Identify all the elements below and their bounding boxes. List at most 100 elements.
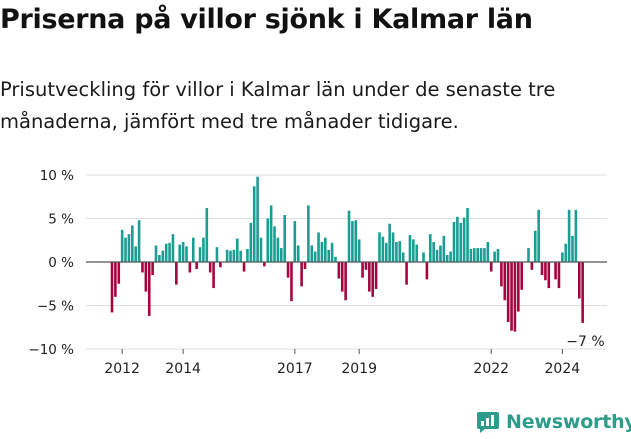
bar xyxy=(564,243,568,262)
bar xyxy=(283,215,286,262)
bar xyxy=(290,262,293,302)
bar xyxy=(215,247,219,262)
bar xyxy=(337,262,341,279)
bar xyxy=(449,251,452,262)
bar xyxy=(259,237,263,262)
bar xyxy=(456,216,459,262)
bar xyxy=(462,217,466,262)
bar xyxy=(391,232,395,262)
bar xyxy=(249,222,253,262)
bar xyxy=(506,262,510,323)
bar xyxy=(117,262,121,284)
bar xyxy=(286,262,290,278)
bar xyxy=(188,262,192,273)
bar xyxy=(293,221,297,262)
bar xyxy=(415,244,419,262)
bar xyxy=(544,262,547,281)
bar xyxy=(347,210,351,262)
bar xyxy=(577,262,581,299)
x-tick-label: 2019 xyxy=(341,361,377,377)
bar xyxy=(371,262,375,297)
bar xyxy=(313,251,317,262)
axis-labels: 10 % 5 % 0 % −5 % −10 % 2012 2014 2017 2019 2022 2… xyxy=(28,168,580,377)
bar xyxy=(266,218,270,262)
bar xyxy=(124,237,127,262)
bar xyxy=(435,249,439,262)
bar xyxy=(537,209,540,262)
bar xyxy=(571,235,574,262)
bar xyxy=(364,262,368,270)
bar xyxy=(517,262,520,312)
bar xyxy=(422,252,425,262)
bar xyxy=(486,241,490,262)
bar xyxy=(425,262,429,280)
bar xyxy=(489,262,493,272)
bar xyxy=(280,248,283,262)
bar xyxy=(235,238,239,262)
bar xyxy=(527,248,530,262)
bar xyxy=(205,208,209,262)
bar xyxy=(191,237,195,262)
bar xyxy=(256,176,259,262)
last-value-label: −7 % xyxy=(566,334,604,350)
bar xyxy=(158,255,161,262)
bar xyxy=(567,209,571,262)
bar xyxy=(219,262,222,268)
bar xyxy=(198,247,202,262)
bar xyxy=(520,262,524,290)
bar xyxy=(127,234,131,262)
bar xyxy=(225,249,229,262)
bar xyxy=(378,232,381,262)
bar xyxy=(408,235,412,262)
bar xyxy=(432,241,435,262)
bar xyxy=(154,245,158,262)
bar xyxy=(175,262,178,285)
bar xyxy=(171,234,175,262)
bar xyxy=(151,262,154,276)
bar xyxy=(208,262,212,273)
bar xyxy=(428,234,432,262)
bar xyxy=(561,252,564,262)
bar xyxy=(303,262,307,269)
bar xyxy=(276,237,280,262)
chart-subtitle: Prisutveckling för villor i Kalmar län u… xyxy=(0,78,556,133)
bar xyxy=(439,245,442,262)
bar xyxy=(334,256,337,262)
bar xyxy=(483,248,486,262)
bar xyxy=(500,262,503,287)
annotations: −7 % xyxy=(566,334,604,350)
bar xyxy=(131,225,134,262)
bar xyxy=(368,262,371,292)
bar xyxy=(384,242,388,262)
bar xyxy=(212,262,215,289)
brand-name: Newsworthy xyxy=(506,411,631,433)
bar xyxy=(381,236,385,262)
bar xyxy=(178,244,182,262)
bar xyxy=(395,241,398,262)
bar xyxy=(263,262,266,267)
bar xyxy=(547,262,551,289)
bar xyxy=(137,220,141,262)
bar xyxy=(412,239,415,262)
bar xyxy=(269,205,273,262)
bar xyxy=(574,209,578,262)
bar xyxy=(185,246,188,262)
bar xyxy=(273,226,276,262)
bar xyxy=(351,221,354,262)
bar xyxy=(181,241,185,262)
bar xyxy=(530,262,534,270)
bar xyxy=(496,248,500,262)
bar xyxy=(242,262,246,272)
bar xyxy=(144,262,148,292)
bar xyxy=(147,262,151,316)
bar xyxy=(134,246,137,262)
newsworthy-logo-icon xyxy=(477,412,499,433)
bar xyxy=(252,186,256,262)
bar xyxy=(317,232,320,262)
bar xyxy=(361,262,364,278)
bar xyxy=(388,223,391,262)
bar xyxy=(320,241,324,262)
bar xyxy=(405,262,408,285)
y-tick-label: 0 % xyxy=(48,255,74,271)
bar xyxy=(554,262,557,280)
